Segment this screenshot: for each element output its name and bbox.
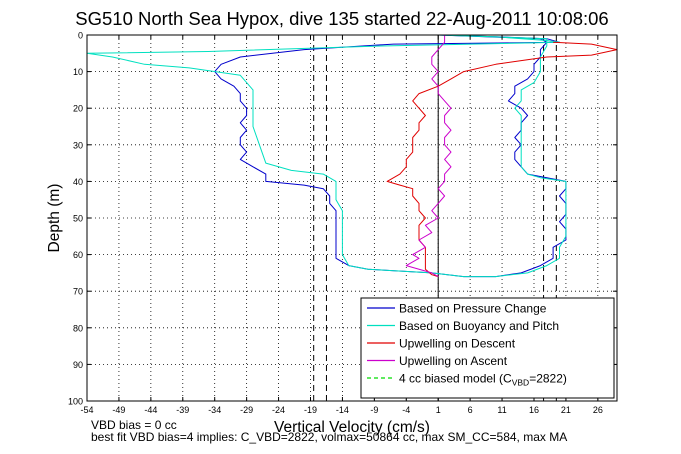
x-tick-label: -49 <box>112 405 125 415</box>
footer-vbd-bias: VBD bias = 0 cc <box>91 418 177 432</box>
grid-lines <box>87 35 617 401</box>
y-tick-label: 40 <box>73 177 83 187</box>
y-axis-label: Depth (m) <box>46 184 63 253</box>
series-line-3 <box>386 41 618 278</box>
series-line-2 <box>86 34 567 278</box>
x-tick-label: -54 <box>80 405 93 415</box>
x-tick-label: -44 <box>144 405 157 415</box>
y-tick-label: 50 <box>73 214 83 224</box>
y-tick-label: 20 <box>73 104 83 114</box>
x-tick-label: -39 <box>176 405 189 415</box>
y-tick-label: 30 <box>73 140 83 150</box>
x-tick-label: -14 <box>336 405 349 415</box>
x-tick-label: 16 <box>529 405 539 415</box>
y-axis-ticks: 0 10 20 30 40 50 60 70 80 90 100 <box>68 31 617 407</box>
legend-label: Based on Pressure Change <box>399 302 547 316</box>
x-tick-label: -34 <box>208 405 221 415</box>
x-tick-label: 1 <box>436 405 441 415</box>
y-tick-label: 90 <box>73 360 83 370</box>
series-line-4 <box>405 35 452 278</box>
legend-label: 4 cc biased model (CVBD=2822) <box>399 372 567 388</box>
legend-label: Upwelling on Ascent <box>399 354 508 368</box>
x-tick-label: -24 <box>272 405 285 415</box>
x-tick-label: 21 <box>561 405 571 415</box>
x-tick-label: 26 <box>593 405 603 415</box>
x-axis-label: Vertical Velocity (cm/s) <box>274 419 430 436</box>
legend-box <box>360 297 615 399</box>
footer-best-fit: best fit VBD bias=4 implies: C_VBD=2822,… <box>91 430 568 444</box>
data-series <box>86 34 618 278</box>
y-tick-label: 10 <box>73 67 83 77</box>
x-tick-label: 6 <box>468 405 473 415</box>
y-tick-label: 80 <box>73 323 83 333</box>
x-axis-ticks: -54 -49 -44 -39 -34 -29 -24 -19 -14 -9 -4 1 6 11 16 21 2… <box>80 35 603 415</box>
y-tick-label: 0 <box>78 31 83 41</box>
x-tick-label: -29 <box>240 405 253 415</box>
y-tick-label: 60 <box>73 250 83 260</box>
y-tick-label: 70 <box>73 287 83 297</box>
x-tick-label: -19 <box>304 405 317 415</box>
chart-title: SG510 North Sea Hypox, dive 135 started … <box>75 8 608 29</box>
legend-label: Based on Buoyancy and Pitch <box>399 319 559 333</box>
y-tick-label: 100 <box>68 397 83 407</box>
x-tick-label: 11 <box>497 405 506 415</box>
legend: Based on Pressure Change Based on Buoyanc… <box>360 297 615 399</box>
x-tick-label: -4 <box>402 405 410 415</box>
legend-label: Upwelling on Descent <box>399 337 516 351</box>
x-tick-label: -9 <box>370 405 378 415</box>
